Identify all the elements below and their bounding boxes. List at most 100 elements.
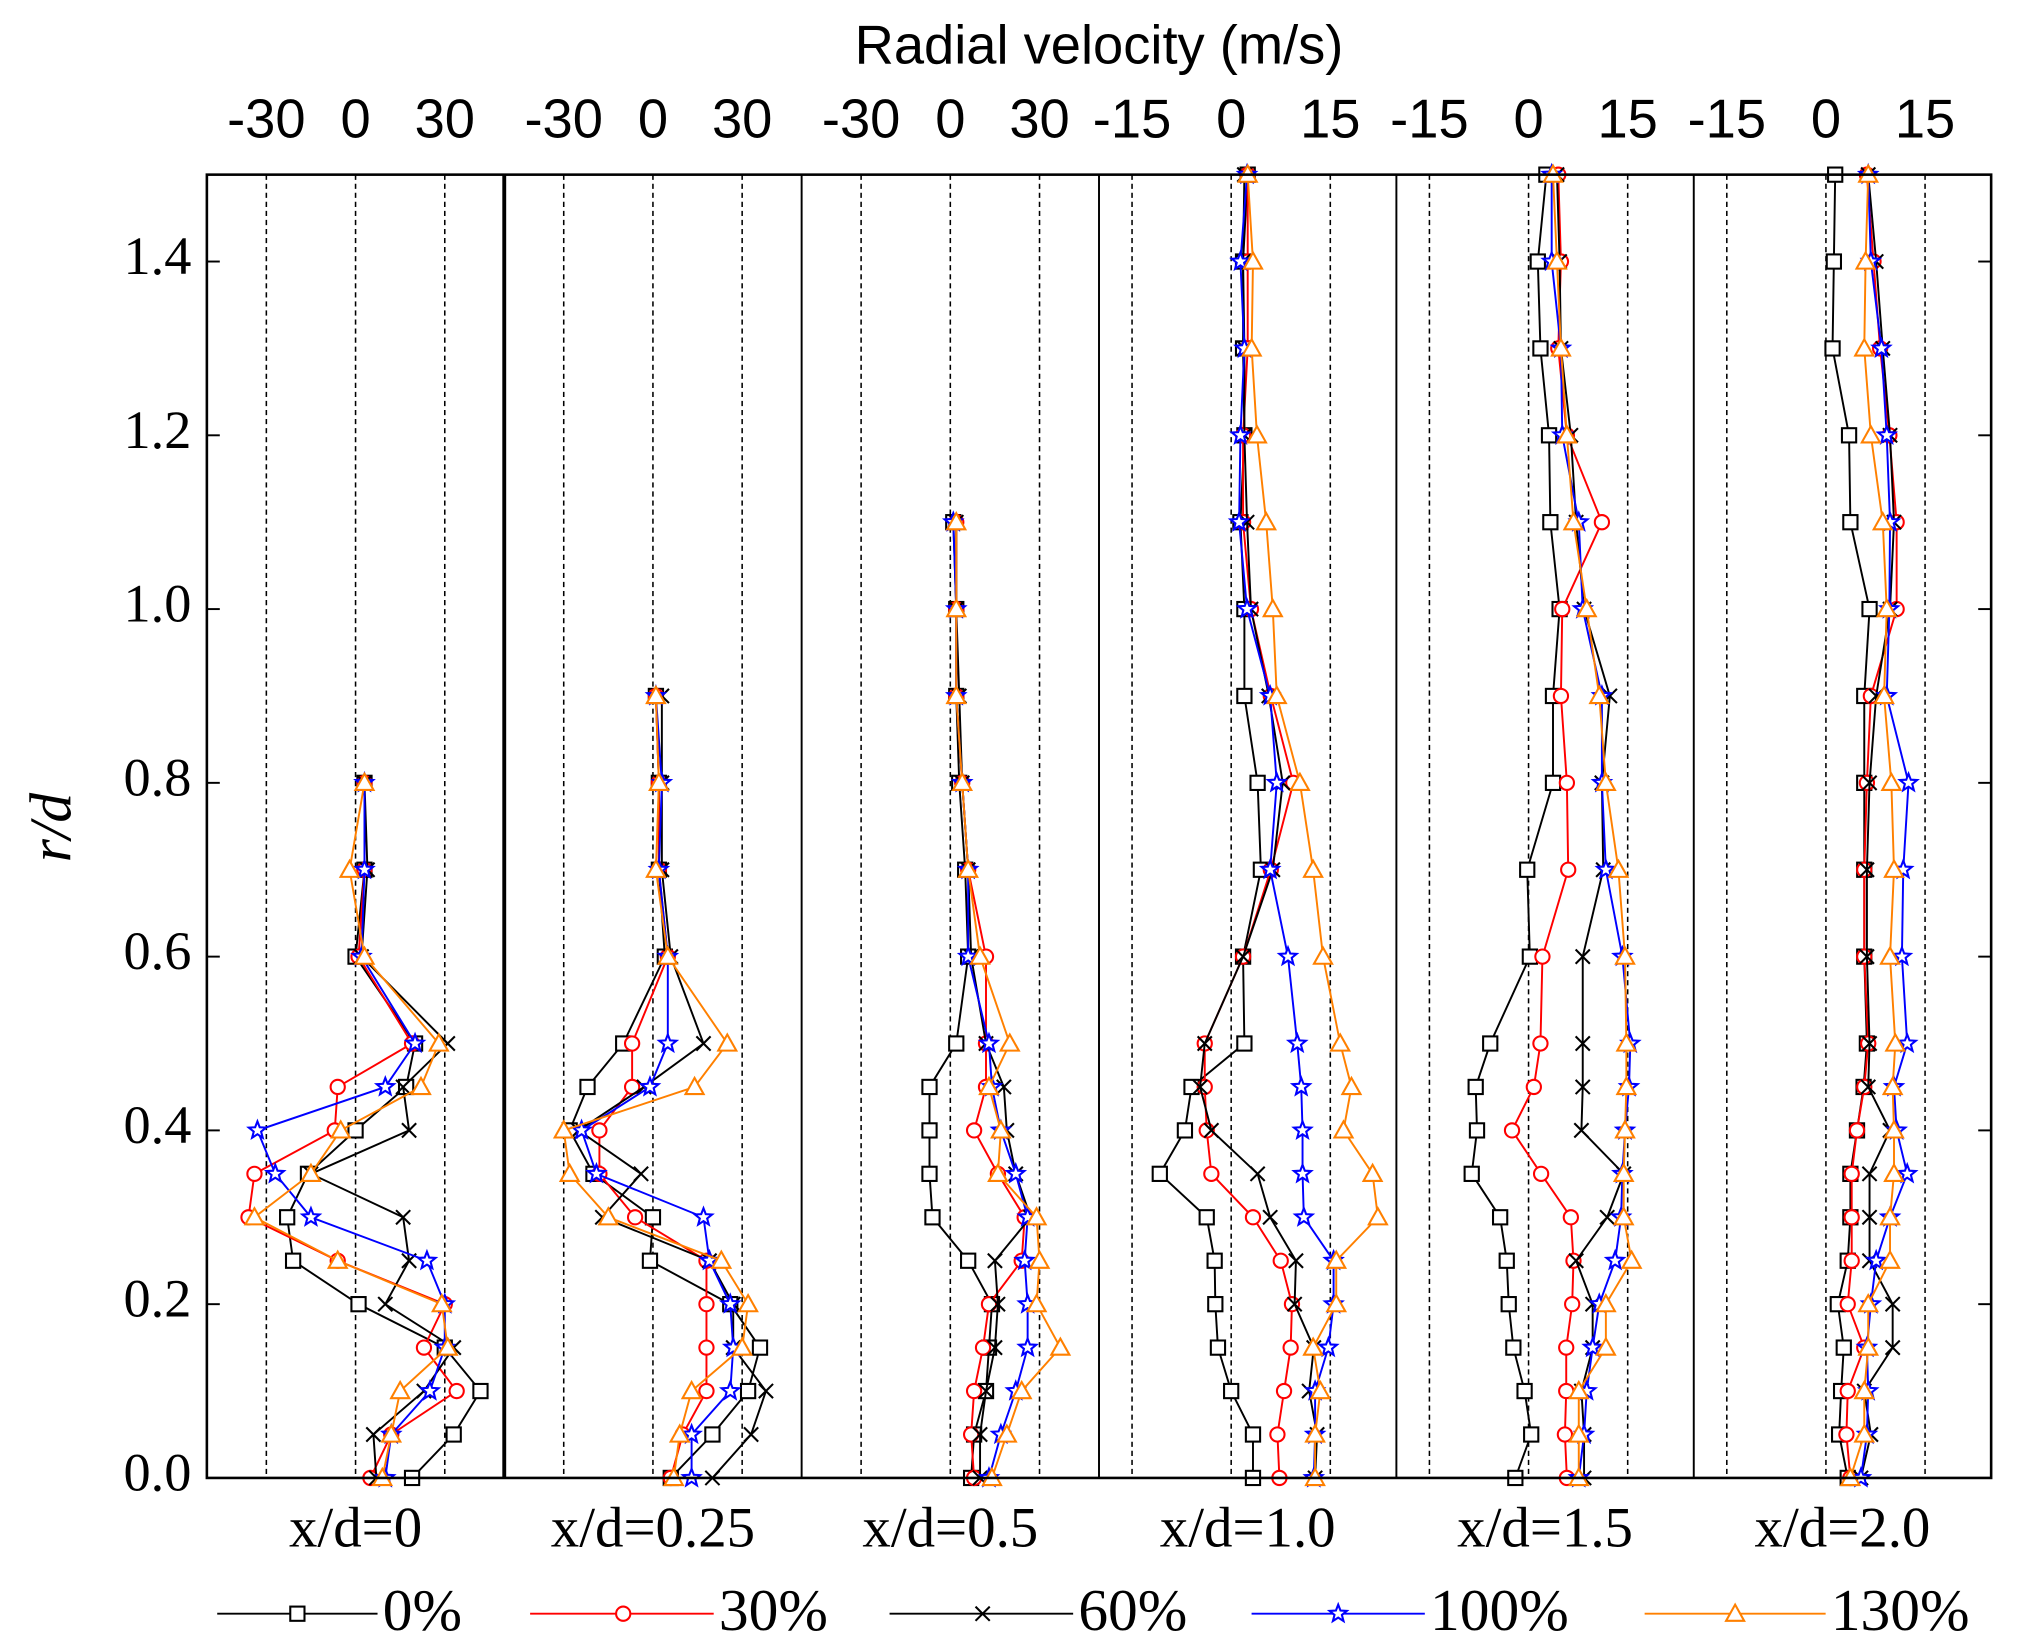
marker-circle [1562,1209,1579,1226]
marker-triangle [1857,1336,1880,1356]
y-tick-label: 0.2 [123,1269,191,1329]
y-tick-label: 0.0 [123,1442,191,1502]
marker-circle [591,1122,608,1139]
marker-cross [1262,1209,1279,1226]
marker-square [1516,1382,1533,1400]
x-tick-label: -15 [1390,88,1468,149]
marker-triangle [1853,1423,1876,1443]
marker-square [1151,1165,1168,1182]
series-line [576,695,768,1479]
marker-star [415,1248,439,1271]
marker-square [1244,1426,1262,1443]
marker-star [718,1379,742,1401]
marker-circle [448,1382,465,1400]
marker-triangle [1329,1032,1352,1052]
marker-triangle [329,1119,352,1139]
marker-triangle [1025,1206,1048,1226]
marker-square [445,1426,462,1443]
marker-triangle [1556,424,1578,444]
x-tick-label: -30 [524,88,602,149]
marker-circle [1858,774,1876,791]
marker-triangle [1879,1206,1901,1226]
marker-triangle [243,1206,266,1226]
marker-square [1468,1122,1486,1139]
marker-triangle [683,1075,706,1096]
marker-triangle [1588,684,1611,705]
marker-triangle [1242,250,1264,270]
marker-cross [1203,1122,1220,1139]
marker-triangle [1325,1249,1348,1269]
marker-circle [1839,1296,1856,1313]
marker-square [1540,427,1558,444]
marker-triangle [1860,424,1882,444]
marker-triangle [1883,1162,1905,1182]
marker-circle [1203,1165,1220,1182]
marker-cross [1859,861,1875,878]
marker-cross [1574,1079,1591,1095]
marker-circle [1275,1382,1293,1400]
marker-cross [987,1339,1003,1356]
marker-square [1842,514,1859,531]
marker-cross [974,1605,991,1622]
marker-star [1870,336,1893,359]
marker-square [1825,253,1843,270]
marker-triangle [1325,1292,1348,1313]
y-tick-label: 0.6 [123,921,191,981]
marker-triangle [1546,250,1568,270]
marker-triangle [1857,1292,1880,1313]
y-tick-label: 1.2 [123,400,191,460]
marker-triangle [1265,684,1288,705]
marker-star [299,1205,323,1227]
marker-cross [365,1426,382,1443]
x-tick-label: 15 [1895,88,1955,149]
marker-star [977,1031,1001,1054]
marker-triangle [1612,1162,1635,1182]
marker-triangle [668,1423,691,1443]
marker-triangle [597,1206,620,1226]
marker-triangle [951,771,974,791]
marker-triangle [353,945,376,965]
marker-triangle [1614,1119,1636,1139]
x-tick-label: 30 [1009,88,1069,149]
marker-triangle [1615,1075,1638,1096]
marker-cross [1884,1339,1901,1356]
marker-cross [972,1426,988,1443]
marker-triangle [716,1032,739,1052]
panel-label: x/d=1.5 [1457,1497,1633,1560]
marker-triangle [710,1249,733,1269]
y-tick-label: 0.4 [123,1095,191,1155]
marker-triangle [978,1075,1000,1096]
series-line [1552,174,1633,1478]
marker-circle [615,1605,632,1622]
marker-circle [1552,687,1570,705]
marker-star [1897,770,1920,793]
marker-star [692,1205,715,1227]
marker-triangle [428,1032,450,1052]
y-axis-label: r/d [18,793,84,863]
marker-triangle [1240,337,1263,357]
marker-circle [1856,948,1873,965]
marker-triangle [1255,511,1278,531]
x-tick-label: -15 [1093,88,1171,149]
marker-triangle [645,684,667,705]
marker-triangle [1607,858,1630,878]
marker-cross [758,1383,774,1399]
marker-triangle [1562,511,1585,531]
legend-label: 100% [1430,1577,1569,1643]
marker-square [1835,1339,1852,1356]
marker-square [1523,1426,1540,1443]
marker-square [948,1035,965,1052]
marker-circle [1525,1078,1542,1096]
marker-triangle [1302,858,1324,878]
y-tick-label: 1.0 [123,574,191,634]
marker-square [960,1252,977,1269]
marker-cross [1286,1296,1303,1313]
marker-cross [1249,1165,1266,1182]
marker-square [644,1209,662,1226]
marker-star [585,1161,608,1184]
marker-circle [1554,600,1571,618]
marker-circle [1269,1426,1286,1443]
series-line [928,522,993,1479]
marker-star [1292,1205,1316,1227]
